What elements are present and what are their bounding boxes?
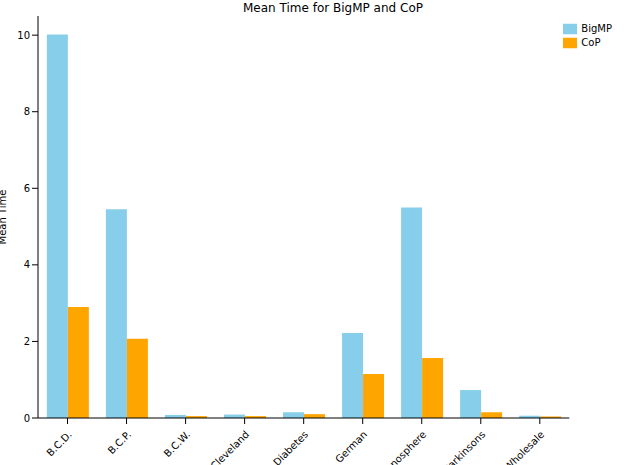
- html-text:BigMP: BigMP: [581, 23, 612, 34]
- svg-text:Parkinsons: Parkinsons: [442, 429, 488, 465]
- svg-text:German: German: [333, 429, 369, 465]
- svg-text:0: 0: [24, 413, 30, 424]
- svg-text:Cleveland: Cleveland: [208, 429, 251, 465]
- svg-text:10: 10: [17, 30, 30, 41]
- svg-text:Ionosphere: Ionosphere: [381, 429, 428, 465]
- svg-text:6: 6: [24, 183, 30, 194]
- svg-text:4: 4: [24, 259, 30, 270]
- html-text:CoP: CoP: [581, 37, 601, 48]
- svg-text:B.C.W.: B.C.W.: [162, 429, 192, 459]
- svg-text:Diabetes: Diabetes: [271, 429, 310, 465]
- html-text:Mean Time for BigMP and CoP: Mean Time for BigMP and CoP: [243, 1, 423, 15]
- svg-text:B.C.P.: B.C.P.: [106, 429, 133, 456]
- svg-text:8: 8: [24, 106, 30, 117]
- svg-text:Wholesale: Wholesale: [502, 429, 546, 465]
- svg-text:B.C.D.: B.C.D.: [44, 429, 74, 459]
- svg-text:2: 2: [24, 336, 30, 347]
